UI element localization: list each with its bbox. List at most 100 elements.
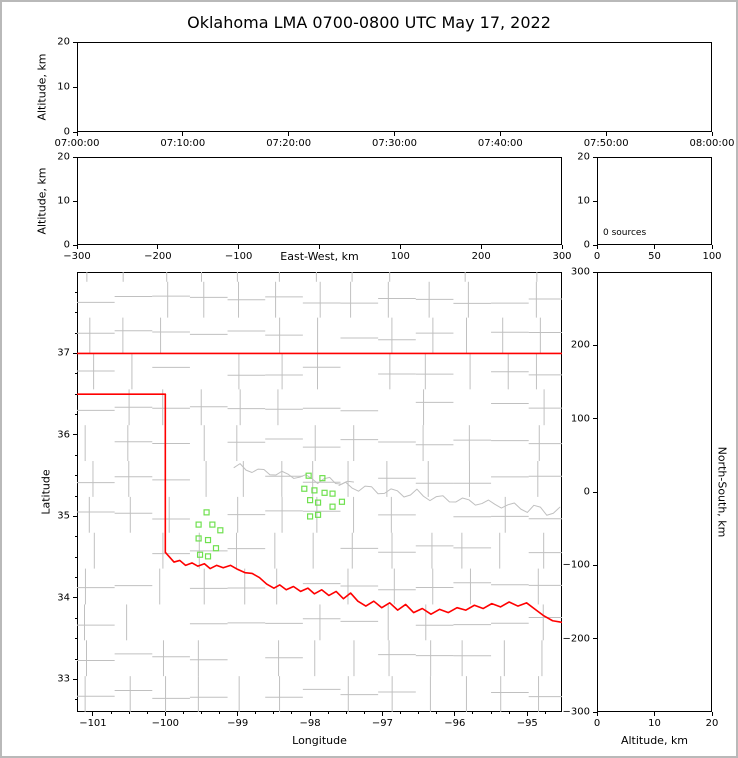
tick-label: 10 — [57, 81, 70, 93]
tick-mark — [273, 712, 275, 714]
tick-mark — [480, 245, 482, 249]
panel-plan_view — [77, 272, 562, 712]
tick-mark — [654, 712, 655, 716]
tick-label: 07:10:00 — [160, 138, 206, 149]
chart-title: Oklahoma LMA 0700-0800 UTC May 17, 2022 — [187, 13, 551, 32]
tick-mark — [711, 245, 713, 249]
tick-mark — [75, 536, 77, 538]
tick-mark — [73, 597, 77, 599]
tick-label: 34 — [57, 592, 70, 604]
tick-label: −300 — [63, 251, 91, 262]
tick-mark — [110, 712, 112, 714]
tick-label: 20 — [57, 36, 70, 48]
tick-label: −300 — [562, 706, 590, 718]
tick-mark — [75, 699, 77, 701]
tick-label: 33 — [57, 673, 70, 685]
tick-mark — [593, 564, 597, 566]
tick-mark — [157, 245, 159, 249]
tick-mark — [593, 491, 597, 493]
tick-label: −96 — [444, 718, 466, 729]
tick-mark — [73, 200, 77, 202]
tick-label: 35 — [57, 510, 70, 522]
panel-ns_height — [597, 272, 712, 712]
tick-label: 20 — [57, 151, 70, 163]
tick-mark — [593, 156, 597, 158]
tick-label: 10 — [648, 718, 661, 729]
tick-label: 07:40:00 — [477, 138, 523, 149]
tick-label: 37 — [57, 347, 70, 359]
tick-label: 0 — [63, 239, 70, 251]
tick-label: 07:30:00 — [372, 138, 417, 149]
tick-label: 07:50:00 — [583, 138, 629, 149]
tick-mark — [399, 245, 401, 249]
tick-label: 0 — [583, 239, 590, 251]
tick-mark — [508, 712, 510, 714]
tick-label: 100 — [702, 251, 722, 262]
tick-mark — [593, 638, 597, 640]
tick-mark — [238, 245, 240, 249]
ylabel-north-south: North-South, km — [715, 446, 729, 538]
tick-mark — [363, 712, 365, 714]
tick-label: −100 — [562, 559, 590, 571]
tick-mark — [327, 712, 329, 714]
panel-ew_height — [77, 157, 562, 245]
tick-label: 0 — [63, 126, 70, 138]
tick-mark — [472, 712, 474, 714]
ylabel-altitude: Altitude, km — [35, 167, 49, 235]
tick-mark — [73, 515, 77, 517]
tick-mark — [75, 475, 77, 477]
tick-mark — [291, 712, 293, 714]
tick-label: −100 — [151, 718, 180, 729]
tick-mark — [76, 132, 78, 136]
tick-mark — [490, 712, 492, 714]
tick-mark — [394, 132, 395, 136]
tick-label: −200 — [562, 633, 590, 645]
tick-mark — [201, 712, 202, 714]
tick-label: −97 — [371, 718, 394, 729]
tick-mark — [593, 418, 597, 420]
tick-label: 200 — [570, 339, 590, 351]
tick-label: 200 — [471, 251, 491, 262]
tick-mark — [73, 244, 77, 246]
tick-mark — [75, 414, 77, 416]
tick-mark — [593, 344, 597, 346]
tick-mark — [76, 245, 78, 249]
tick-mark — [593, 244, 597, 246]
tick-mark — [381, 712, 383, 716]
panel-alt_histogram — [597, 157, 712, 245]
tick-label: 07:00:00 — [54, 138, 100, 149]
tick-mark — [73, 678, 77, 680]
tick-mark — [73, 352, 77, 354]
tick-mark — [75, 291, 77, 293]
tick-label: −99 — [227, 718, 249, 729]
tick-mark — [605, 132, 607, 136]
tick-mark — [75, 454, 77, 456]
tick-mark — [596, 245, 598, 249]
tick-mark — [561, 245, 563, 249]
tick-mark — [418, 712, 420, 714]
histogram-annotation: 0 sources — [603, 228, 647, 238]
tick-mark — [75, 495, 77, 497]
ylabel-latitude: Latitude — [39, 469, 53, 515]
tick-mark — [75, 638, 77, 640]
tick-mark — [73, 131, 77, 133]
tick-label: −101 — [79, 718, 107, 729]
tick-label: 100 — [570, 413, 590, 425]
xlabel-east-west: East-West, km — [277, 250, 362, 263]
tick-label: 36 — [57, 429, 70, 441]
tick-mark — [75, 577, 77, 579]
tick-label: −95 — [516, 718, 538, 729]
tick-mark — [237, 712, 239, 716]
tick-mark — [596, 712, 598, 716]
tick-label: −98 — [299, 718, 321, 729]
tick-mark — [654, 245, 655, 249]
tick-mark — [526, 712, 528, 716]
tick-label: 07:20:00 — [266, 138, 312, 149]
tick-mark — [73, 156, 77, 158]
tick-mark — [309, 712, 311, 716]
tick-mark — [219, 712, 221, 714]
tick-mark — [73, 434, 77, 436]
tick-mark — [499, 132, 501, 136]
tick-mark — [146, 712, 148, 714]
